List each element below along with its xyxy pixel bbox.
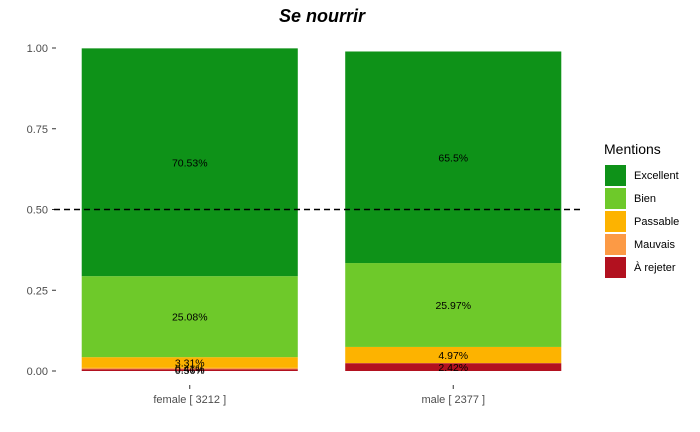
bar-segment [81,357,298,368]
segment-label: 25.97% [435,300,471,312]
bars [81,48,562,371]
y-tick-label: 0.00 [27,366,48,378]
legend-swatch [605,211,626,232]
bar-segment [345,363,562,371]
legend: Mentions Excellent Bien Passable Mauvais À r… [604,141,679,278]
y-tick-label: 0.25 [27,285,48,297]
bar-segment [81,367,298,370]
y-tick-label: 0.50 [27,205,48,217]
legend-swatch [605,188,626,209]
x-axis: female [ 3212 ] male [ 2377 ] [153,385,485,406]
segment-label: 25.08% [172,312,208,324]
legend-swatch [605,165,626,186]
segment-label: 4.97% [438,350,468,362]
legend-swatch [605,234,626,255]
y-tick-label: 0.75 [27,124,48,136]
bar-segment [345,51,562,264]
bar-segment [345,263,562,347]
legend-label: À rejeter [634,261,676,274]
legend-swatch [605,257,626,278]
legend-label: Bien [634,193,656,205]
segment-label: 0.56% [175,365,205,377]
legend-label: Excellent [634,170,679,182]
bar-segment [81,276,298,358]
x-tick-label: female [ 3212 ] [153,394,226,406]
chart-title: Se nourrir [279,6,366,26]
x-tick-label: male [ 2377 ] [421,394,485,406]
legend-title: Mentions [604,141,661,157]
segment-labels: 0.56%0.41%3.31% 25.08% 70.53% 2.42%4.97% 25.… [172,152,471,377]
bar-segment [345,346,562,363]
segment-label: 2.42% [438,362,468,374]
y-axis: 0.00 0.25 0.50 0.75 1.00 [27,43,56,378]
segment-label: 0.41% [175,364,205,376]
legend-label: Mauvais [634,239,675,251]
segment-label: 65.5% [438,152,468,164]
segment-label: 70.53% [172,157,208,169]
y-tick-label: 1.00 [27,43,48,55]
bar-segment [81,369,298,371]
legend-label: Passable [634,216,679,228]
bar-segment [81,48,298,277]
segment-label: 3.31% [175,358,205,370]
